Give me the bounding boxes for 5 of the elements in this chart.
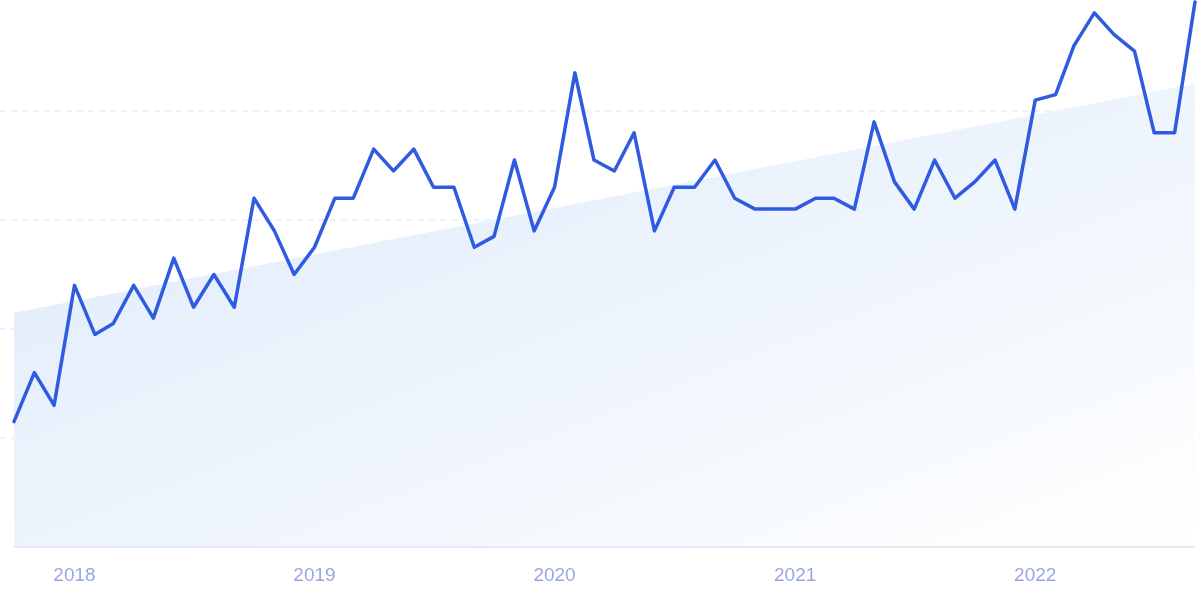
x-tick-label: 2018 [53, 564, 96, 585]
x-tick-label: 2019 [293, 564, 336, 585]
x-tick-label: 2020 [533, 564, 576, 585]
x-tick-label: 2021 [774, 564, 817, 585]
x-tick-label: 2022 [1014, 564, 1057, 585]
